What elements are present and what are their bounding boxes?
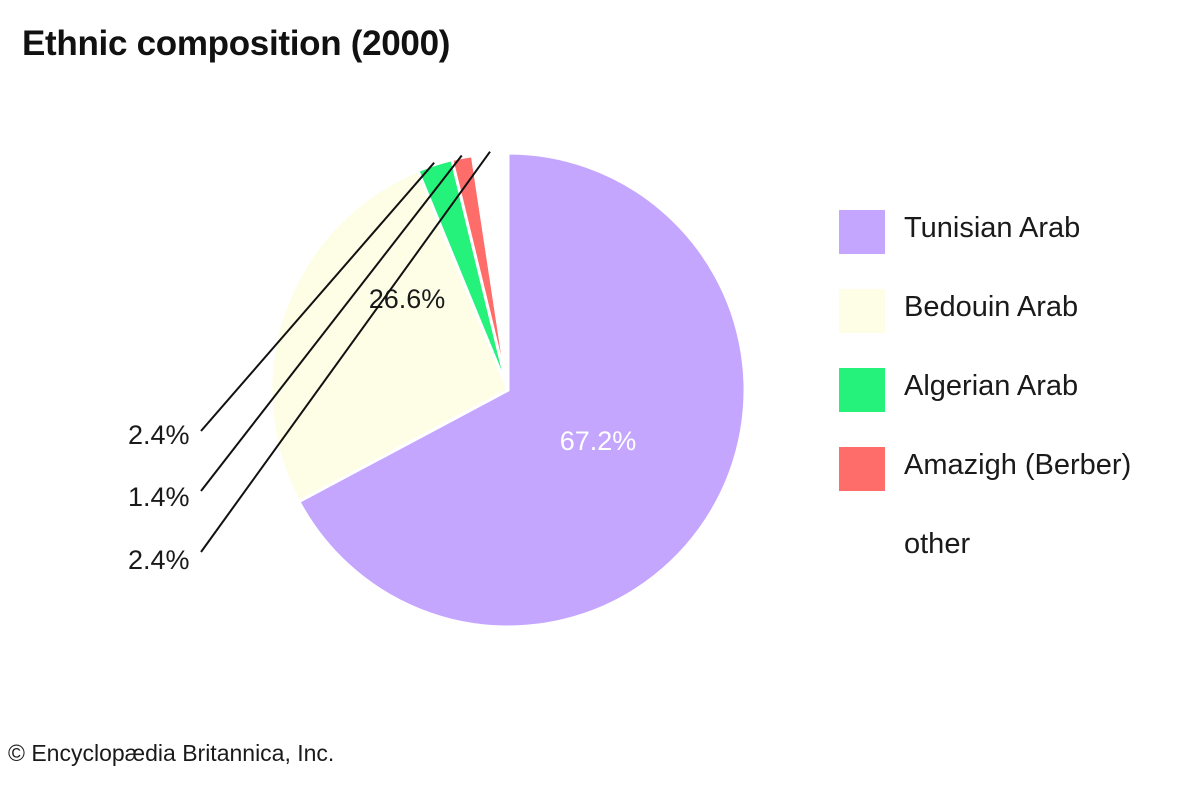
data-label-other: 2.4%	[128, 545, 190, 575]
legend-swatch-amazigh	[839, 447, 885, 491]
legend-label-tunisian-arab: Tunisian Arab	[904, 212, 1081, 244]
leader-line-amazigh	[200, 154, 463, 492]
legend-label-amazigh: Amazigh (Berber)	[904, 449, 1132, 481]
data-label-tunisian-arab: 67.2%	[560, 426, 637, 456]
legend-swatch-tunisian-arab	[839, 210, 885, 254]
pie-slice-tunisian-arab	[297, 151, 747, 629]
legend-swatch-algerian-arab	[839, 368, 885, 412]
data-label-bedouin-arab: 26.6%	[369, 284, 446, 314]
legend-swatch-other	[839, 526, 885, 570]
legend-label-bedouin-arab: Bedouin Arab	[904, 291, 1079, 323]
data-label-amazigh: 1.4%	[128, 482, 190, 512]
legend-label-other: other	[904, 528, 971, 560]
legend-swatch-bedouin-arab	[839, 289, 885, 333]
leader-line-algerian-arab	[200, 162, 435, 432]
data-label-algerian-arab: 2.4%	[128, 420, 190, 450]
legend-label-algerian-arab: Algerian Arab	[904, 370, 1079, 402]
copyright-credit: © Encyclopædia Britannica, Inc.	[8, 740, 335, 766]
pie-slice-bedouin-arab	[269, 169, 510, 504]
pie-slice-other	[470, 151, 510, 392]
chart-title: Ethnic composition (2000)	[22, 24, 451, 63]
leader-line-other	[200, 151, 491, 553]
